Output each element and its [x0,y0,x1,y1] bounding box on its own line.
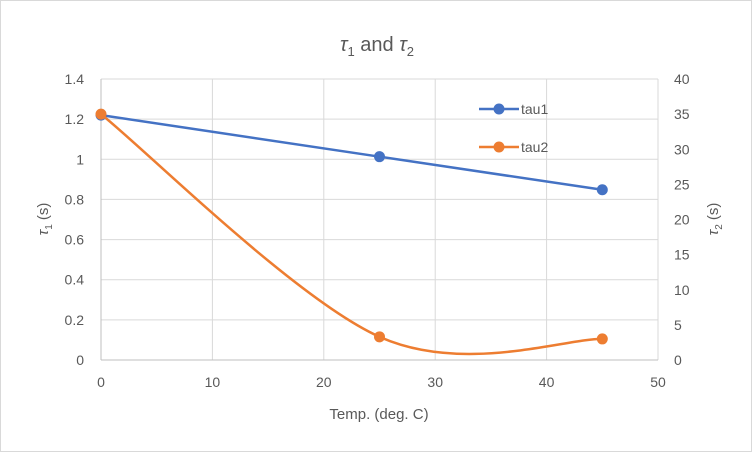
y-right-tick-label: 15 [674,247,690,263]
legend-marker-tau1 [493,103,505,115]
x-tick-label: 40 [539,374,555,390]
y-right-tick-label: 20 [674,212,690,228]
x-tick-label: 0 [97,374,105,390]
data-point-tau2 [596,333,608,345]
y-right-tick-label: 0 [674,352,682,368]
y-left-tick-label: 0.4 [65,272,85,288]
legend: tau1 tau2 [479,101,548,155]
data-point-tau1 [596,184,608,196]
y-right-tick-label: 30 [674,141,690,157]
data-point-tau1 [374,151,385,163]
y-left-tick-label: 1.4 [65,71,85,87]
y-right-tick-label: 25 [674,176,690,192]
legend-marker-tau2 [493,141,505,153]
y-left-tick-label: 0.8 [65,191,85,207]
data-point-tau2 [374,331,385,343]
y-right-tick-label: 5 [674,317,682,333]
y-left-tick-label: 1 [76,151,84,167]
y-right-tick-label: 40 [674,71,690,87]
x-tick-label: 50 [650,374,666,390]
y-left-axis-label: τ1 (s) [35,203,55,236]
legend-label-tau2: tau2 [521,139,548,155]
legend-label-tau1: tau1 [521,101,548,117]
series-line-tau2 [100,113,603,356]
x-axis-label: Temp. (deg. C) [329,406,428,423]
x-tick-label: 10 [205,374,221,390]
chart-title: τ1 and τ2 [340,34,414,59]
y-left-tick-label: 0.6 [65,232,85,248]
y-left-tick-label: 0 [76,352,84,368]
y-right-tick-label: 35 [674,106,690,122]
y-left-tick-label: 0.2 [65,312,85,328]
y-right-tick-label: 10 [674,282,690,298]
x-tick-label: 30 [427,374,443,390]
y-left-tick-label: 1.2 [65,111,85,127]
y-right-axis-label: τ2 (s) [705,203,725,236]
x-tick-label: 20 [316,374,332,390]
data-point-tau2 [95,108,107,120]
